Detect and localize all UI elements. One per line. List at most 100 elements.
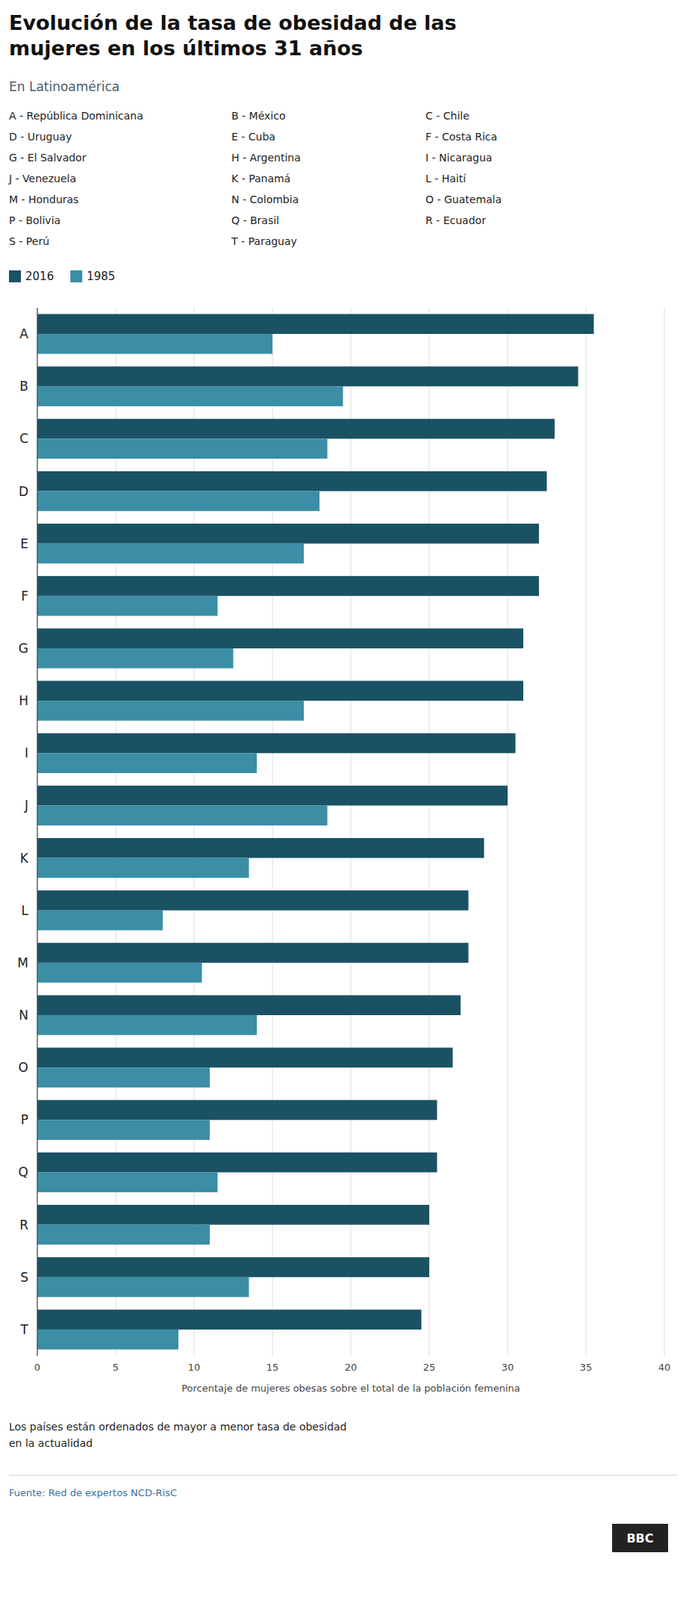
bar — [37, 837, 485, 858]
y-tick-label: P — [20, 1111, 29, 1127]
bar — [37, 1066, 210, 1087]
bars — [37, 313, 595, 1349]
bar — [37, 1014, 257, 1035]
grid-line — [429, 307, 430, 1355]
x-tick-label: 20 — [344, 1360, 358, 1372]
key-entry: M - Honduras — [8, 193, 79, 206]
bar — [37, 889, 469, 910]
bar — [37, 857, 250, 878]
text-line: Evolución de la tasa de obesidad de las — [8, 11, 457, 35]
key-entry: R - Ecuador — [425, 214, 486, 227]
key-entry: I - Nicaragua — [425, 151, 492, 164]
bar — [37, 491, 320, 512]
bar — [37, 1204, 430, 1225]
key-entry: T - Paraguay — [230, 235, 298, 248]
bar — [37, 627, 524, 648]
x-tick-label: 30 — [501, 1360, 515, 1372]
key-entry: F - Costa Rica — [425, 130, 498, 143]
grid-line — [350, 307, 352, 1355]
y-tick-label: K — [20, 850, 30, 866]
bar — [37, 333, 273, 354]
bar — [37, 1276, 250, 1297]
separator — [8, 1474, 678, 1476]
legend: 20161985 — [8, 269, 115, 283]
bar — [37, 1256, 430, 1277]
chart-root: Evolución de la tasa de obesidad de lasm… — [0, 0, 686, 1599]
y-tick-label: O — [18, 1059, 29, 1075]
grid-line — [585, 307, 587, 1355]
bar — [37, 1151, 438, 1172]
x-tick-label: 10 — [188, 1360, 201, 1372]
bar — [37, 752, 257, 773]
grid-line — [507, 307, 509, 1355]
bar — [37, 313, 595, 334]
bar — [37, 575, 539, 596]
key-entry: E - Cuba — [231, 130, 276, 143]
y-tick-label: I — [24, 744, 29, 760]
y-tick-label: G — [18, 640, 29, 656]
grid-line — [664, 307, 666, 1355]
note: Los países están ordenados de mayor a me… — [8, 1419, 347, 1449]
key-entry: S - Perú — [8, 235, 50, 248]
bar — [37, 543, 304, 564]
legend-label: 1985 — [86, 269, 115, 283]
background — [0, 0, 686, 1599]
bar — [37, 385, 344, 407]
key-entry: B - México — [231, 109, 286, 122]
key-entry: H - Argentina — [231, 151, 301, 164]
grid-line — [115, 307, 117, 1355]
y-tick-label: J — [23, 797, 29, 813]
bar — [37, 523, 539, 544]
y-ticks: ABCDEFGHIJKLMNOPQRST — [17, 326, 30, 1337]
y-tick-label: B — [19, 378, 29, 394]
key-entry: G - El Salvador — [8, 151, 87, 164]
x-tick-label: 40 — [658, 1360, 672, 1372]
x-tick-label: 5 — [112, 1360, 119, 1372]
key-entry: P - Bolivia — [8, 214, 61, 227]
grid-line — [37, 307, 39, 1355]
key-entry: A - República Dominicana — [8, 109, 144, 122]
source: Fuente: Red de expertos NCD-RisC — [8, 1486, 177, 1498]
key-entry: J - Venezuela — [8, 172, 77, 185]
y-tick-label: H — [18, 692, 29, 708]
grid-line — [272, 307, 274, 1355]
bar — [37, 680, 524, 701]
bar — [37, 909, 163, 931]
legend-swatch — [8, 270, 21, 283]
y-tick-label: D — [18, 483, 29, 499]
bar — [37, 471, 548, 492]
text-line: Los países están ordenados de mayor a me… — [8, 1419, 347, 1432]
bar — [37, 994, 461, 1015]
bar — [37, 785, 508, 806]
bar — [37, 804, 328, 825]
key-entry: K - Panamá — [231, 172, 291, 185]
key-entry: Q - Brasil — [231, 214, 280, 227]
x-ticks: 0510152025303540 — [34, 1360, 671, 1372]
y-axis-line — [36, 307, 38, 1355]
key-entry: D - Uruguay — [8, 130, 72, 143]
key-entry: O - Guatemala — [425, 193, 502, 206]
y-tick-label: C — [19, 430, 29, 446]
bar — [37, 1118, 210, 1140]
y-tick-label: Q — [18, 1163, 29, 1179]
bar — [37, 366, 579, 387]
bar — [37, 1047, 454, 1068]
y-tick-label: L — [21, 902, 30, 918]
y-tick-label: S — [20, 1268, 29, 1284]
bar — [37, 595, 218, 616]
bar — [37, 942, 469, 963]
bar — [37, 1171, 218, 1192]
bar — [37, 1308, 422, 1329]
bar — [37, 962, 203, 983]
grid-line — [194, 307, 195, 1355]
bar — [37, 438, 328, 459]
x-tick-label: 25 — [423, 1360, 436, 1372]
bar — [37, 1224, 210, 1245]
bar — [37, 647, 234, 669]
x-tick-label: 0 — [34, 1360, 41, 1372]
bar — [37, 733, 516, 754]
y-tick-label: R — [19, 1216, 29, 1232]
y-tick-label: T — [20, 1321, 30, 1337]
key-entry: N - Colombia — [231, 193, 299, 206]
y-tick-label: A — [19, 326, 29, 342]
